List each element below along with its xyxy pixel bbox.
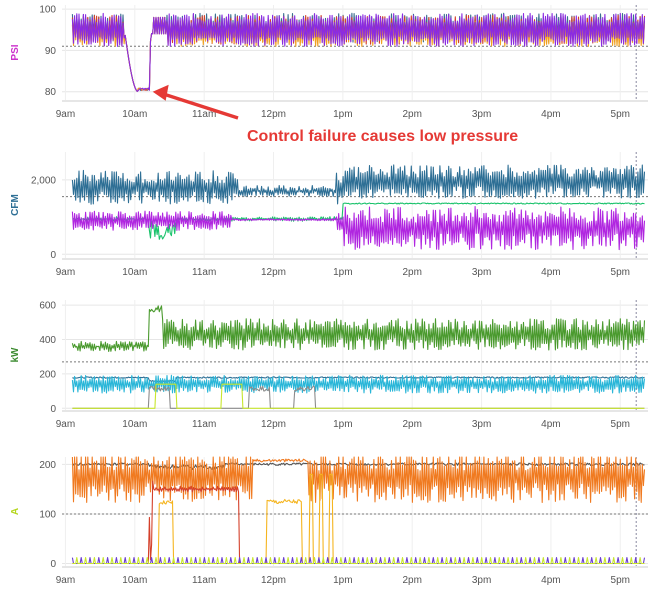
series-line-5 xyxy=(72,383,645,409)
x-tick-label: 3pm xyxy=(472,267,491,278)
x-tick-label: 1pm xyxy=(333,109,352,120)
x-tick-label: 12pm xyxy=(261,575,286,586)
series-line-4 xyxy=(71,12,646,92)
chart-panel-psi: 80 90 100 9am 10am 11am 12pm 1pm 2pm 3pm 4pm 5pm PSI… xyxy=(10,5,648,145)
series-line-4 xyxy=(72,385,645,409)
series-line-3 xyxy=(71,205,646,251)
x-tick-label: 1pm xyxy=(333,419,352,430)
y-tick-label: 80 xyxy=(45,87,57,98)
x-tick-label: 5pm xyxy=(611,575,630,586)
series-line-4 xyxy=(72,473,645,565)
y-tick-label: 600 xyxy=(39,301,56,312)
x-tick-label: 3pm xyxy=(472,419,491,430)
y-tick-label: 100 xyxy=(39,5,56,16)
y-tick-label: 0 xyxy=(50,559,56,570)
x-tick-label: 4pm xyxy=(541,419,560,430)
y-axis-label: A xyxy=(10,508,21,515)
x-tick-label: 1pm xyxy=(333,267,352,278)
y-axis-label: PSI xyxy=(10,44,21,60)
x-tick-label: 5pm xyxy=(611,109,630,120)
x-tick-label: 3pm xyxy=(472,575,491,586)
x-tick-label: 10am xyxy=(122,109,147,120)
y-axis-label: CFM xyxy=(10,194,21,216)
x-tick-label: 9am xyxy=(56,575,75,586)
x-tick-label: 4pm xyxy=(541,575,560,586)
x-tick-label: 9am xyxy=(56,267,75,278)
series-line-2 xyxy=(71,456,646,504)
x-tick-label: 11am xyxy=(192,419,216,430)
x-tick-label: 10am xyxy=(122,575,147,586)
series-line-1 xyxy=(71,164,646,205)
y-tick-label: 200 xyxy=(39,460,56,471)
annotation-arrowhead xyxy=(152,84,169,101)
x-tick-label: 4pm xyxy=(541,267,560,278)
x-tick-label: 11am xyxy=(192,575,216,586)
x-tick-label: 3pm xyxy=(472,109,491,120)
x-tick-label: 9am xyxy=(56,419,75,430)
y-tick-label: 400 xyxy=(39,335,56,346)
y-tick-label: 2,000 xyxy=(31,175,56,186)
x-tick-label: 5pm xyxy=(611,419,630,430)
series-line-3 xyxy=(71,374,646,394)
y-tick-label: 100 xyxy=(39,509,56,520)
x-tick-label: 10am xyxy=(122,419,147,430)
x-tick-label: 11am xyxy=(192,267,216,278)
x-tick-label: 2pm xyxy=(402,419,421,430)
series-line-1 xyxy=(71,305,646,352)
annotation-text: Control failure causes low pressure xyxy=(247,128,518,145)
x-tick-label: 12pm xyxy=(261,267,286,278)
x-tick-label: 10am xyxy=(122,267,147,278)
x-tick-label: 1pm xyxy=(333,575,352,586)
x-tick-label: 2pm xyxy=(402,267,421,278)
x-tick-label: 2pm xyxy=(402,575,421,586)
chart-panel-cfm: 0 2,000 9am 10am 11am 12pm 1pm 2pm 3pm 4pm 5pm CFM xyxy=(10,152,648,278)
x-tick-label: 12pm xyxy=(261,419,286,430)
series-line-2 xyxy=(72,202,645,240)
x-tick-label: 4pm xyxy=(541,109,560,120)
x-tick-label: 5pm xyxy=(611,267,630,278)
x-tick-label: 11am xyxy=(192,109,216,120)
x-tick-label: 12pm xyxy=(261,109,286,120)
y-tick-label: 200 xyxy=(39,369,56,380)
x-tick-label: 2pm xyxy=(402,109,421,120)
annotation-arrow-shaft xyxy=(162,92,239,120)
chart-panel-a: 0 100 200 9am 10am 11am 12pm 1pm 2pm 3pm 4pm 5pm A xyxy=(10,456,648,586)
series-line-6 xyxy=(72,557,645,565)
chart-panel-kw: 0 200 400 600 9am 10am 11am 12pm 1pm 2pm 3pm 4pm 5pm… xyxy=(10,300,648,430)
y-tick-label: 90 xyxy=(45,46,57,57)
y-tick-label: 0 xyxy=(50,250,56,261)
y-tick-label: 0 xyxy=(50,404,56,415)
x-tick-label: 9am xyxy=(56,109,75,120)
y-axis-label: kW xyxy=(10,347,21,363)
